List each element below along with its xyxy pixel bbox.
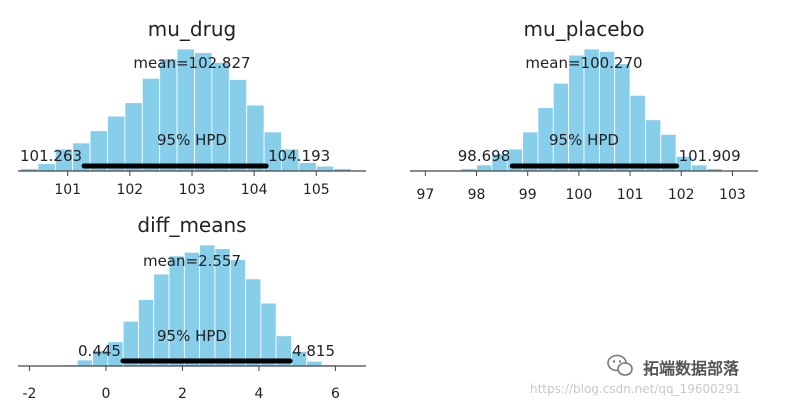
x-tick-label: 100 [566,187,593,203]
x-tick-label: 97 [416,187,434,203]
histogram-bar [153,273,170,367]
hpd-label: 95% HPD [157,131,227,149]
histogram-bar [138,299,155,367]
histogram-bar [645,119,662,172]
mean-label: mean=2.557 [143,252,241,270]
watermark-url: https://blog.csdn.net/qq_19600291 [530,382,741,396]
x-tick-label: 102 [116,182,143,198]
panel-title: mu_drug [148,17,236,41]
x-tick-label: -2 [22,386,36,402]
panel-title: mu_placebo [524,17,645,41]
histogram-bar [245,278,262,367]
x-tick-label: 6 [331,386,340,402]
hpd-label: 95% HPD [549,131,619,149]
mean-label: mean=100.270 [525,54,642,72]
x-tick-label: 103 [179,182,206,198]
histogram-bar [159,58,178,172]
watermark: https://blog.csdn.net/qq_19600291 拓端数据部落 [530,354,741,396]
histogram-bar [107,115,126,172]
histogram-bar [141,77,161,172]
histogram-bar [168,255,185,367]
x-tick-label: 105 [303,182,330,198]
histogram-bar [614,63,631,172]
hpd-high-label: 104.193 [268,147,330,165]
mean-label: mean=102.827 [133,54,250,72]
hpd-low-label: 0.445 [78,342,121,360]
wechat-icon [607,354,633,376]
histogram-bar [260,302,277,367]
histogram-bar [476,164,493,172]
histogram-bar [76,359,93,367]
panel-title: diff_means [137,213,246,237]
hpd-high-label: 4.815 [292,342,335,360]
hpd-low-label: 98.698 [458,147,511,165]
watermark-brand: 拓端数据部落 [643,359,740,378]
x-tick-label: 101 [54,182,81,198]
x-tick-label: 99 [519,187,537,203]
x-tick-label: 104 [241,182,268,198]
hpd-low-label: 101.263 [20,147,82,165]
x-tick-label: 103 [719,187,746,203]
histogram-bar [124,102,143,172]
histogram-bar [315,165,335,172]
hpd-high-label: 101.909 [679,147,741,165]
x-tick-label: 2 [178,386,187,402]
panel-mu-placebo: 98.698 101.909 95% HPD mean=100.270 mu_place… [410,17,758,203]
hpd-label: 95% HPD [157,327,227,345]
histogram-bar [229,259,246,367]
panel-diff-means: 0.445 4.815 95% HPD mean=2.557 diff_means -2 0… [18,213,366,402]
histogram-bar [211,62,230,172]
x-tick-label: 4 [254,386,263,402]
histogram-bar [691,164,708,172]
histogram-bar [246,104,265,172]
x-tick-label: 0 [101,386,110,402]
x-tick-label: 101 [617,187,644,203]
histogram-bar [568,54,585,172]
x-tick-label: 98 [468,187,486,203]
x-tick-label: 102 [668,187,695,203]
histogram-bar [552,82,570,172]
histogram-bar [629,94,646,172]
histogram-bar [228,79,248,172]
panel-mu-drug: 101.263 104.193 95% HPD mean=102.827 mu_drug… [18,17,366,198]
histogram-bar [306,360,323,367]
